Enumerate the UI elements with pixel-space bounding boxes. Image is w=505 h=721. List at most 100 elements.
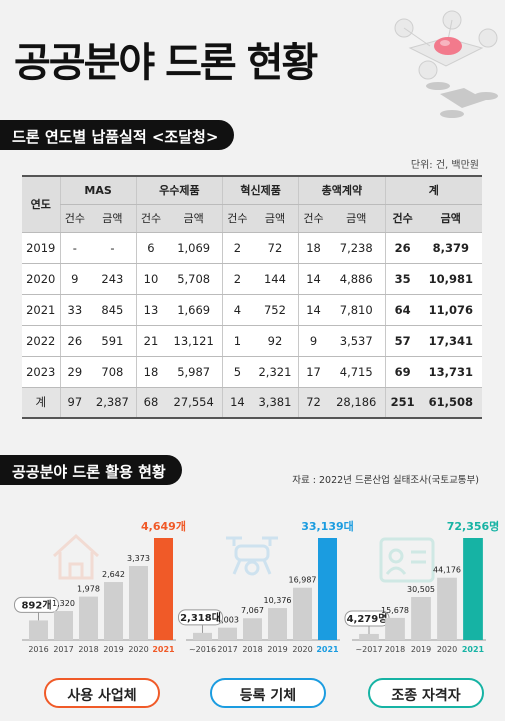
- caption-companies-text: 사용 사업체: [67, 688, 137, 704]
- caption-aircraft: 등록 기체: [210, 678, 326, 708]
- value-cell: 1,069: [165, 232, 223, 264]
- bar: [218, 627, 237, 640]
- value-cell: 13: [135, 294, 166, 326]
- bar: [359, 633, 379, 640]
- drone-icon: [226, 536, 278, 576]
- sub-header-amount: 금액: [251, 204, 299, 233]
- license-card-icon: [379, 537, 435, 583]
- value-cell: 97: [59, 387, 90, 419]
- value-cell: 5: [222, 356, 252, 388]
- value-cell: 18: [135, 356, 166, 388]
- value-cell: 9: [298, 325, 328, 357]
- page-title: 공공분야 드론 현황: [14, 40, 318, 86]
- value-cell: 7,810: [327, 294, 386, 326]
- year-header: 연도: [22, 176, 60, 233]
- year-cell: 2022: [22, 325, 60, 357]
- drone-illustration: [394, 10, 498, 118]
- value-cell: 8,379: [419, 232, 482, 264]
- x-tick-label: 2017: [53, 645, 73, 654]
- bar: [243, 618, 262, 640]
- sub-header-amount: 금액: [327, 204, 386, 233]
- total-row: 계 97 2,387 68 27,554 14 3,381 72 28,186 251 61,508: [22, 387, 482, 419]
- x-tick-label: 2018: [78, 645, 98, 654]
- bar: [79, 596, 98, 640]
- table-row: 2019- -6 1,069 2 72 18 7,238 26 8,379: [22, 232, 482, 264]
- highlight-value-label: 33,139대: [301, 519, 354, 533]
- data-label: 10,376: [264, 596, 292, 605]
- x-tick-label: 2019: [411, 645, 431, 654]
- group-header-mas: MAS: [59, 176, 137, 205]
- year-cell: 2019: [22, 232, 60, 264]
- sub-header-amount: 금액: [165, 204, 223, 233]
- value-cell: 29: [59, 356, 90, 388]
- first-value-bubble: [178, 609, 223, 626]
- section-heading-usage: 공공분야 드론 활용 현황: [0, 455, 182, 485]
- x-tick-label: 2021: [316, 645, 339, 654]
- table-row: 2022 26 591 21 13,121 1 92 9 3,537 57 17,341: [22, 325, 482, 357]
- value-cell: 57: [384, 325, 420, 357]
- sub-header-count: 건수: [384, 204, 420, 233]
- value-cell: 1,669: [165, 294, 223, 326]
- bar: [54, 611, 73, 640]
- sub-header-amount: 금액: [89, 204, 137, 233]
- caption-companies: 사용 사업체: [44, 678, 160, 708]
- bar: [293, 587, 312, 640]
- caption-pilots-text: 조종 자격자: [391, 688, 461, 704]
- value-cell: 18: [298, 232, 328, 264]
- value-cell: 243: [89, 263, 137, 295]
- usage-charts: 2016 892개 2017 1,320 2018 1,978 2019 2,642 2020 3…: [14, 519, 499, 654]
- value-cell: 72: [298, 387, 328, 419]
- value-cell: 5,708: [165, 263, 223, 295]
- value-cell: 144: [251, 263, 299, 295]
- value-cell: 845: [89, 294, 137, 326]
- value-cell: 26: [384, 232, 420, 264]
- year-cell: 2021: [22, 294, 60, 326]
- data-label: 3,373: [127, 554, 150, 563]
- value-cell: 92: [251, 325, 299, 357]
- value-cell: 21: [135, 325, 166, 357]
- year-cell: 계: [22, 387, 60, 419]
- bar: [193, 632, 212, 640]
- source-note: 자료 : 2022년 드론산업 실태조사(국토교통부): [292, 475, 479, 486]
- data-label: 44,176: [433, 566, 461, 575]
- value-cell: 14: [298, 294, 328, 326]
- value-cell: 4: [222, 294, 252, 326]
- bar: [411, 596, 431, 640]
- x-tick-label: 2018: [242, 645, 262, 654]
- table-row: 2021 33 845 13 1,669 4 752 14 7,810 64 11,076: [22, 294, 482, 326]
- value-cell: 72: [251, 232, 299, 264]
- value-cell: 35: [384, 263, 420, 295]
- value-cell: 5,987: [165, 356, 223, 388]
- delivery-table: 연도 MAS 우수제품 혁신제품 총액계약 계 건수 금액 건수 금액 건수 금…: [22, 175, 482, 419]
- x-tick-label: 2020: [437, 645, 457, 654]
- x-tick-label: 2019: [103, 645, 123, 654]
- x-tick-label: 2018: [385, 645, 405, 654]
- value-cell: 69: [384, 356, 420, 388]
- bar: [129, 565, 148, 640]
- bar: [104, 582, 123, 640]
- x-tick-label: ~2016: [189, 645, 216, 654]
- value-cell: 1: [222, 325, 252, 357]
- value-cell: 7,238: [327, 232, 386, 264]
- data-label: 16,987: [289, 576, 317, 585]
- value-cell: 251: [384, 387, 420, 419]
- value-cell: 64: [384, 294, 420, 326]
- value-cell: 26: [59, 325, 90, 357]
- year-cell: 2023: [22, 356, 60, 388]
- value-cell: 3,381: [251, 387, 299, 419]
- value-cell: 11,076: [419, 294, 482, 326]
- value-cell: 14: [298, 263, 328, 295]
- value-cell: -: [89, 232, 137, 264]
- data-label: 2,318대: [180, 611, 221, 624]
- x-tick-label: 2020: [128, 645, 148, 654]
- x-tick-label: 2017: [217, 645, 237, 654]
- bar: [29, 620, 48, 640]
- value-cell: 2: [222, 232, 252, 264]
- value-cell: -: [59, 232, 90, 264]
- value-cell: 17: [298, 356, 328, 388]
- value-cell: 61,508: [419, 387, 482, 419]
- value-cell: 591: [89, 325, 137, 357]
- value-cell: 4,715: [327, 356, 386, 388]
- value-cell: 33: [59, 294, 90, 326]
- value-cell: 6: [135, 232, 166, 264]
